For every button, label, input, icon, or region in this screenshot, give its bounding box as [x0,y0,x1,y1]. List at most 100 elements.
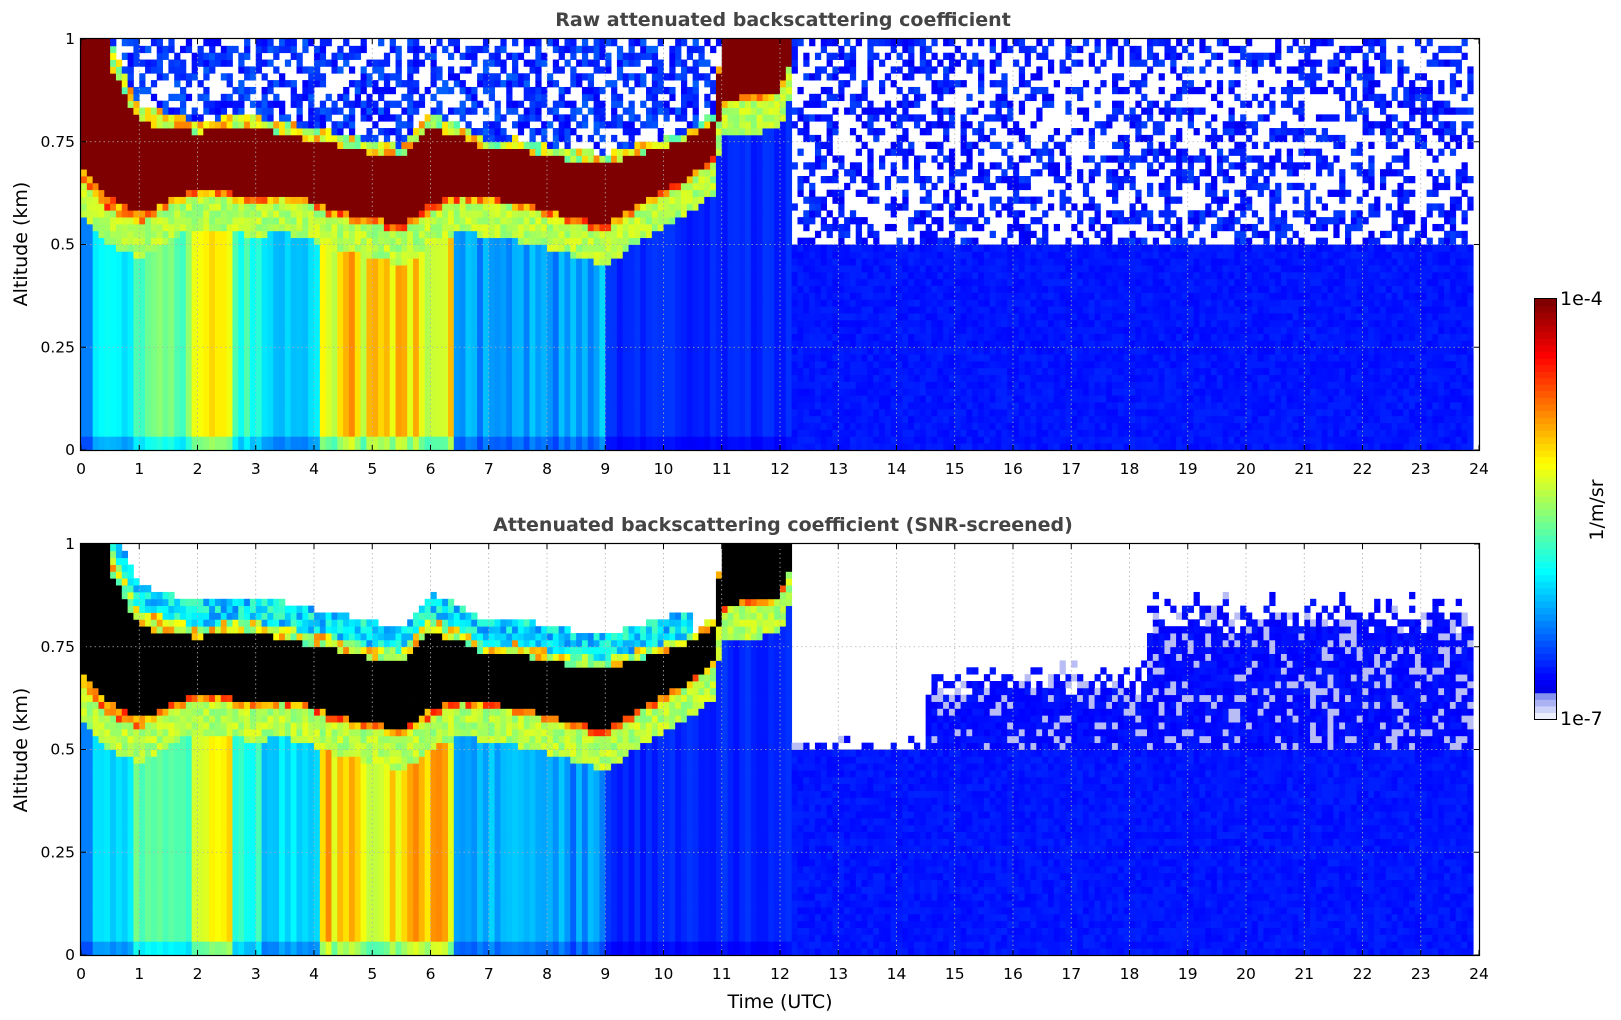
heatmap-cell [355,429,361,436]
heatmap-cell [419,292,425,299]
heatmap-cell [331,340,337,347]
heatmap-cell [267,217,273,224]
heatmap-cell [128,238,134,245]
heatmap-cell [297,135,303,142]
heatmap-cell [81,231,87,238]
heatmap-cell [128,128,134,135]
heatmap-cell [198,368,204,375]
heatmap-cell [145,347,151,354]
heatmap-cell [401,279,407,286]
heatmap-cell [174,334,180,341]
heatmap-cell [331,155,337,162]
heatmap-cell [390,162,396,169]
heatmap-cell [314,320,320,327]
heatmap-cell [285,190,291,197]
heatmap-cell [221,238,227,245]
heatmap-cell [361,114,367,121]
heatmap-cell [122,238,128,245]
heatmap-cell [401,155,407,162]
heatmap-cell [530,101,536,108]
heatmap-cell [238,149,244,156]
heatmap-cell [110,327,116,334]
heatmap-cell [599,429,605,436]
heatmap-cell [541,121,547,128]
heatmap-cell [110,279,116,286]
heatmap-cell [518,197,524,204]
heatmap-cell [128,94,134,101]
heatmap-cell [209,108,215,115]
heatmap-cell [203,409,209,416]
heatmap-cell [343,354,349,361]
heatmap-cell [139,375,145,382]
heatmap-cell [203,176,209,183]
heatmap-cell [238,128,244,135]
heatmap-cell [87,306,93,313]
heatmap-cell [489,272,495,279]
heatmap-cell [506,231,512,238]
heatmap-cell [524,299,530,306]
heatmap-cell [582,190,588,197]
heatmap-cell [524,190,530,197]
heatmap-cell [110,108,116,115]
heatmap-cell [256,375,262,382]
heatmap-cell [87,286,93,293]
heatmap-cell [122,299,128,306]
heatmap-cell [98,443,104,450]
heatmap-cell [186,121,192,128]
heatmap-cell [192,176,198,183]
heatmap-cell [337,121,343,128]
heatmap-cell [320,286,326,293]
heatmap-cell [559,423,565,430]
heatmap-cell [93,80,99,87]
heatmap-cell [110,368,116,375]
heatmap-cell [227,73,233,80]
heatmap-cell [372,354,378,361]
heatmap-cell [541,224,547,231]
heatmap-cell [244,443,250,450]
heatmap-cell [419,272,425,279]
heatmap-cell [81,361,87,368]
heatmap-cell [244,203,250,210]
heatmap-cell [495,46,501,53]
heatmap-cell [343,299,349,306]
heatmap-cell [157,279,163,286]
heatmap-cell [291,224,297,231]
heatmap-cell [547,361,553,368]
heatmap-cell [524,320,530,327]
heatmap-cell [262,142,268,149]
heatmap-cell [390,334,396,341]
heatmap-cell [180,169,186,176]
heatmap-cell [599,176,605,183]
heatmap-cell [262,245,268,252]
heatmap-cell [116,368,122,375]
heatmap-cell [81,299,87,306]
heatmap-cell [116,176,122,183]
heatmap-cell [460,53,466,60]
heatmap-cell [401,306,407,313]
heatmap-cell [180,327,186,334]
heatmap-cell [407,60,413,67]
heatmap-cell [605,203,611,210]
heatmap-cell [174,121,180,128]
heatmap-cell [471,162,477,169]
heatmap-cell [425,402,431,409]
heatmap-cell [594,190,600,197]
heatmap-cell [570,53,576,60]
heatmap-cell [104,395,110,402]
heatmap-cell [396,203,402,210]
heatmap-cell [454,224,460,231]
heatmap-cell [594,251,600,258]
heatmap-cell [442,258,448,265]
heatmap-cell [343,327,349,334]
heatmap-cell [553,272,559,279]
heatmap-cell [343,388,349,395]
heatmap-cell [599,436,605,443]
heatmap-cell [285,80,291,87]
heatmap-cell [215,238,221,245]
heatmap-cell [407,443,413,450]
heatmap-cell [133,347,139,354]
heatmap-cell [530,210,536,217]
heatmap-cell [279,231,285,238]
heatmap-cell [262,443,268,450]
heatmap-cell [495,423,501,430]
